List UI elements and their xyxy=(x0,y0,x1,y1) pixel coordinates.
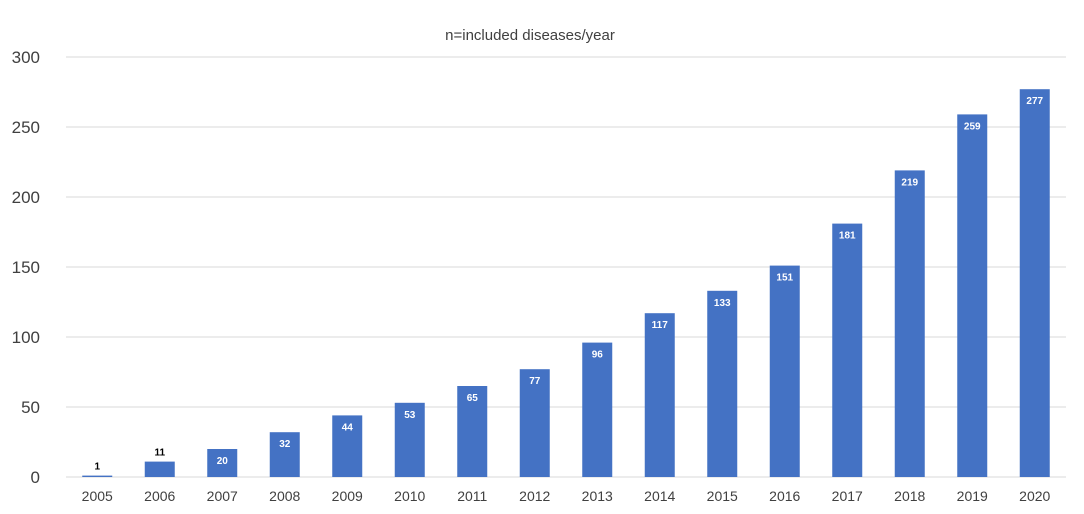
data-label-2018: 219 xyxy=(901,177,918,188)
x-tick-label-2020: 2020 xyxy=(1019,488,1050,504)
y-tick-label: 100 xyxy=(12,328,40,347)
bar-2013 xyxy=(582,342,613,477)
data-label-2012: 77 xyxy=(529,376,541,387)
x-tick-label-2009: 2009 xyxy=(332,488,363,504)
bar-2015 xyxy=(707,290,738,477)
x-tick-label-2010: 2010 xyxy=(394,488,425,504)
x-axis-ticks: 2005 2006 2007 2008 2009 2010 2011 2012 2013 2014… xyxy=(82,488,1051,504)
bar-2014 xyxy=(644,313,675,477)
bar-2020 xyxy=(1019,89,1050,477)
data-label-2013: 96 xyxy=(592,350,604,361)
data-label-2009: 44 xyxy=(342,422,354,433)
data-label-2005: 1 xyxy=(94,462,100,473)
data-label-2007: 20 xyxy=(217,456,229,467)
data-label-2017: 181 xyxy=(839,231,856,242)
data-label-2019: 259 xyxy=(964,121,981,132)
bar-2007 xyxy=(207,449,238,477)
bar-2018 xyxy=(894,170,925,477)
y-tick-label: 150 xyxy=(12,258,40,277)
bar-2019 xyxy=(957,114,988,478)
y-tick-label: 200 xyxy=(12,188,40,207)
x-tick-label-2007: 2007 xyxy=(207,488,238,504)
y-tick-label: 300 xyxy=(12,48,40,67)
x-tick-label-2014: 2014 xyxy=(644,488,675,504)
y-axis-ticks: 0 50 100 150 200 250 300 xyxy=(12,48,40,487)
bar-2008 xyxy=(269,432,300,477)
x-tick-label-2008: 2008 xyxy=(269,488,300,504)
x-tick-label-2019: 2019 xyxy=(957,488,988,504)
data-label-2016: 151 xyxy=(776,273,793,284)
x-tick-label-2005: 2005 xyxy=(82,488,113,504)
x-tick-label-2016: 2016 xyxy=(769,488,800,504)
bar-2012 xyxy=(519,369,550,477)
gridlines xyxy=(66,56,1066,478)
bar-2009 xyxy=(332,415,363,477)
bar-2017 xyxy=(832,223,863,477)
data-label-2006: 11 xyxy=(154,448,165,459)
y-tick-label: 0 xyxy=(31,468,40,487)
data-label-2020: 277 xyxy=(1026,96,1043,107)
x-tick-label-2011: 2011 xyxy=(457,488,487,504)
data-label-2015: 133 xyxy=(714,298,731,309)
bar-2011 xyxy=(457,386,488,477)
data-label-2010: 53 xyxy=(404,410,416,421)
y-tick-label: 250 xyxy=(12,118,40,137)
data-label-2014: 117 xyxy=(652,320,669,331)
x-tick-label-2015: 2015 xyxy=(707,488,738,504)
bars xyxy=(82,89,1050,478)
x-tick-label-2012: 2012 xyxy=(519,488,550,504)
x-tick-label-2006: 2006 xyxy=(144,488,175,504)
bar-2005 xyxy=(82,475,113,477)
x-tick-label-2017: 2017 xyxy=(832,488,863,504)
data-label-2011: 65 xyxy=(467,393,479,404)
x-tick-label-2018: 2018 xyxy=(894,488,925,504)
chart-title: n=included diseases/year xyxy=(445,27,615,44)
bar-2010 xyxy=(394,402,425,477)
x-tick-label-2013: 2013 xyxy=(582,488,613,504)
data-label-2008: 32 xyxy=(279,439,291,450)
bar-2016 xyxy=(769,265,800,477)
bar-2006 xyxy=(144,461,175,477)
y-tick-label: 50 xyxy=(21,398,40,417)
